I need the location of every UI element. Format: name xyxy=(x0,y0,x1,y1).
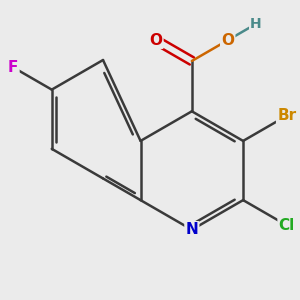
Text: O: O xyxy=(149,33,162,48)
Text: H: H xyxy=(250,17,262,31)
Text: N: N xyxy=(185,222,198,237)
Text: F: F xyxy=(8,60,19,75)
Text: Cl: Cl xyxy=(279,218,295,233)
Text: O: O xyxy=(221,33,234,48)
Text: Br: Br xyxy=(277,108,296,123)
